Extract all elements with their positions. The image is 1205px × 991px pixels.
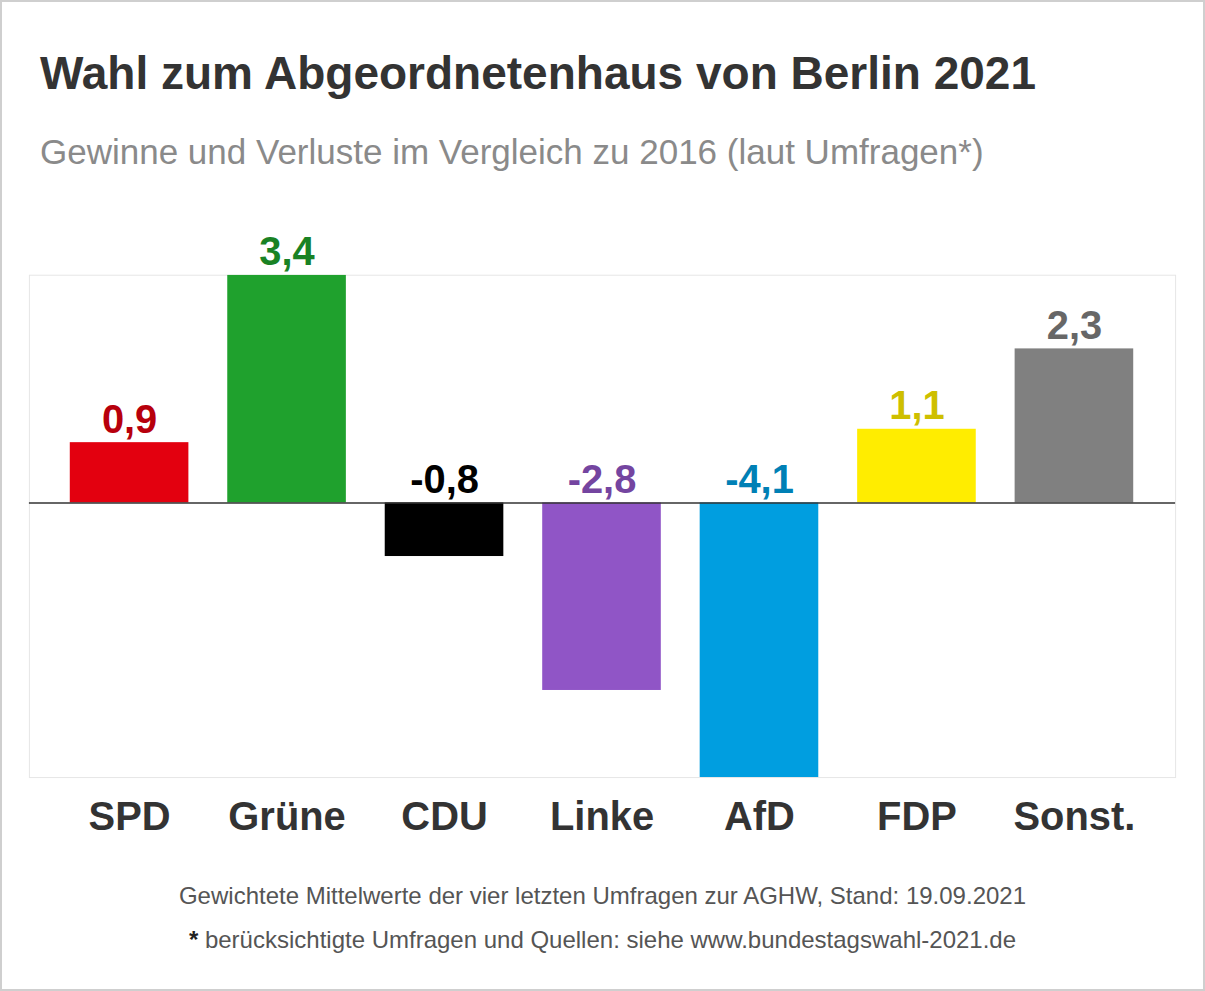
- svg-text:AfD: AfD: [724, 794, 795, 838]
- svg-text:0,9: 0,9: [102, 397, 157, 441]
- svg-text:Sonst.: Sonst.: [1014, 794, 1136, 838]
- svg-text:-2,8: -2,8: [568, 457, 637, 501]
- html-text:Gewinne und Verluste im Vergle: Gewinne und Verluste im Vergleich zu 201…: [40, 132, 984, 171]
- html-text:Wahl zum Abgeordnetenhaus von: Wahl zum Abgeordnetenhaus von Berlin 202…: [40, 47, 1036, 99]
- svg-text:-4,1: -4,1: [725, 457, 794, 501]
- html-text:* berücksichtigte Umfragen und: * berücksichtigte Umfragen und Quellen: …: [188, 926, 1017, 953]
- svg-text:Grüne: Grüne: [228, 794, 345, 838]
- html-text:Gewichtete Mittelwerte der vie: Gewichtete Mittelwerte der vier letzten …: [179, 882, 1026, 909]
- svg-text:Linke: Linke: [550, 794, 654, 838]
- svg-text:3,4: 3,4: [259, 229, 314, 273]
- svg-text:1,1: 1,1: [889, 383, 944, 427]
- svg-text:CDU: CDU: [401, 794, 487, 838]
- svg-text:2,3: 2,3: [1047, 303, 1102, 347]
- svg-text:-0,8: -0,8: [410, 457, 479, 501]
- svg-text:SPD: SPD: [89, 794, 171, 838]
- svg-text:FDP: FDP: [877, 794, 957, 838]
